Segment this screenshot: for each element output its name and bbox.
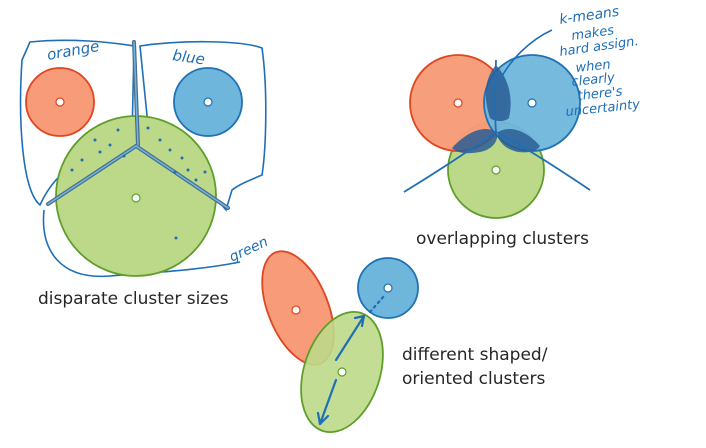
svg-text:clearly: clearly	[571, 70, 616, 89]
caption-shaped-line1: different shaped/	[402, 345, 548, 365]
panel-shaped-oriented: different shaped/ oriented clusters	[261, 250, 548, 434]
panel-disparate-sizes: orange blue green disparate cluster size…	[19, 37, 271, 309]
overlap-boundaries	[403, 59, 591, 193]
overlap-blue-center	[527, 98, 537, 108]
panel-overlapping: k-means makes hard assign. when clearly …	[403, 4, 641, 249]
svg-text:when: when	[575, 57, 611, 76]
caption-shaped-line2: oriented clusters	[402, 369, 545, 389]
label-green-handwritten: green	[227, 234, 271, 266]
overlap-green-center	[491, 165, 501, 175]
caption-overlapping: overlapping clusters	[416, 229, 589, 249]
svg-text:makes: makes	[570, 23, 615, 44]
orange-center-dot	[55, 97, 65, 107]
green-center-dot	[131, 193, 141, 203]
voronoi-boundaries	[46, 40, 230, 210]
note-pointer-line	[499, 29, 553, 81]
label-blue-handwritten: blue	[171, 46, 206, 68]
caption-disparate: disparate cluster sizes	[38, 289, 229, 309]
orientation-arrows	[316, 294, 386, 426]
shaped-blue-center	[383, 283, 393, 293]
scatter-dots	[70, 126, 207, 240]
svg-text:there's: there's	[577, 84, 624, 104]
shaped-green-center	[337, 367, 347, 377]
uncertainty-hatching	[452, 65, 540, 154]
blue-center-dot	[203, 97, 213, 107]
green-region-outline	[42, 209, 241, 278]
overlap-orange-center	[453, 98, 463, 108]
shaped-orange-center	[291, 305, 301, 315]
